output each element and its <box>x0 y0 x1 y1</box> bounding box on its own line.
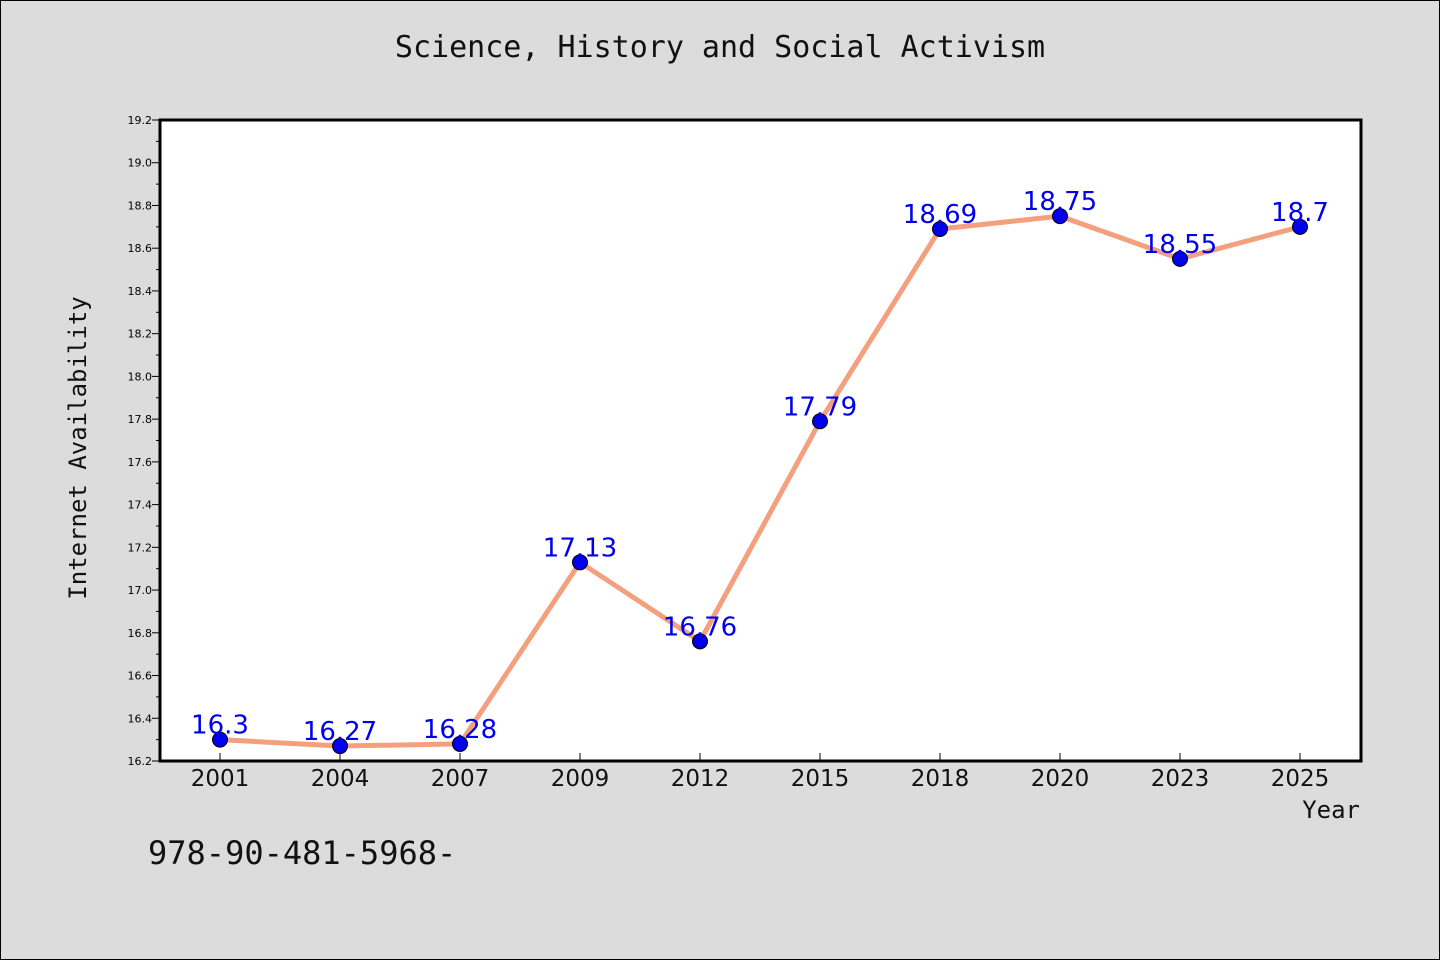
data-label: 17.13 <box>543 533 617 563</box>
data-point <box>332 738 348 755</box>
data-label: 16.3 <box>191 711 249 741</box>
data-label: 18.69 <box>903 200 977 230</box>
x-tick-label: 2015 <box>791 766 850 792</box>
data-point <box>212 731 228 748</box>
data-label: 16.76 <box>663 612 737 642</box>
x-tick-label: 2004 <box>311 766 370 792</box>
x-tick-label: 2023 <box>1151 766 1210 792</box>
data-series: 16.3 16.27 16.28 17.13 16.76 17.79 18.69 18.75 1… <box>191 187 1329 755</box>
y-tick-label: 18.6 <box>128 242 153 255</box>
y-tick-label: 18.4 <box>128 285 153 298</box>
series-line <box>217 213 1303 749</box>
y-tick-label: 18.0 <box>128 370 153 383</box>
y-tick-label: 18.8 <box>128 199 153 212</box>
data-label: 18.7 <box>1271 198 1329 228</box>
x-tick-label: 2025 <box>1271 766 1330 792</box>
y-tick-label: 16.2 <box>128 755 153 768</box>
data-point <box>1292 218 1308 235</box>
data-point <box>692 633 708 650</box>
x-tick-label: 2018 <box>911 766 970 792</box>
data-point <box>932 220 948 237</box>
x-tick-label: 2009 <box>551 766 610 792</box>
chart-title: Science, History and Social Activism <box>394 30 1046 65</box>
y-tick-label: 16.4 <box>128 712 153 725</box>
y-tick-label: 17.2 <box>128 541 153 554</box>
x-axis-label: Year <box>1302 796 1360 824</box>
y-tick-label: 16.6 <box>128 670 153 683</box>
data-point <box>1172 250 1188 267</box>
y-tick-label: 19.2 <box>128 114 153 127</box>
footnote-text: 978-90-481-5968- <box>148 834 457 872</box>
data-point <box>572 554 588 571</box>
y-tick-label: 17.8 <box>128 413 153 426</box>
plot-area <box>158 118 1363 763</box>
y-tick-label: 17.0 <box>128 584 153 597</box>
data-point <box>812 413 828 430</box>
y-axis: 16.2 16.4 16.6 16.8 17.0 17.2 17.4 17.6 17.8 18.0… <box>128 114 160 768</box>
data-label: 18.55 <box>1143 230 1217 260</box>
data-label: 18.75 <box>1023 187 1097 217</box>
data-point <box>1052 208 1068 225</box>
data-point <box>452 735 468 752</box>
y-tick-label: 19.0 <box>128 157 153 170</box>
data-label: 16.28 <box>423 715 497 745</box>
y-tick-label: 18.2 <box>128 328 153 341</box>
x-tick-label: 2012 <box>671 766 730 792</box>
y-tick-label: 17.4 <box>128 499 153 512</box>
x-axis: 2001 2004 2007 2009 2012 2015 2018 2020 2023 2025 <box>191 753 1330 792</box>
x-tick-label: 2007 <box>431 766 490 792</box>
x-tick-label: 2001 <box>191 766 250 792</box>
data-label: 16.27 <box>303 717 377 747</box>
data-label: 17.79 <box>783 392 857 422</box>
y-tick-label: 16.8 <box>128 627 153 640</box>
y-tick-label: 17.6 <box>128 456 153 469</box>
x-tick-label: 2020 <box>1031 766 1090 792</box>
